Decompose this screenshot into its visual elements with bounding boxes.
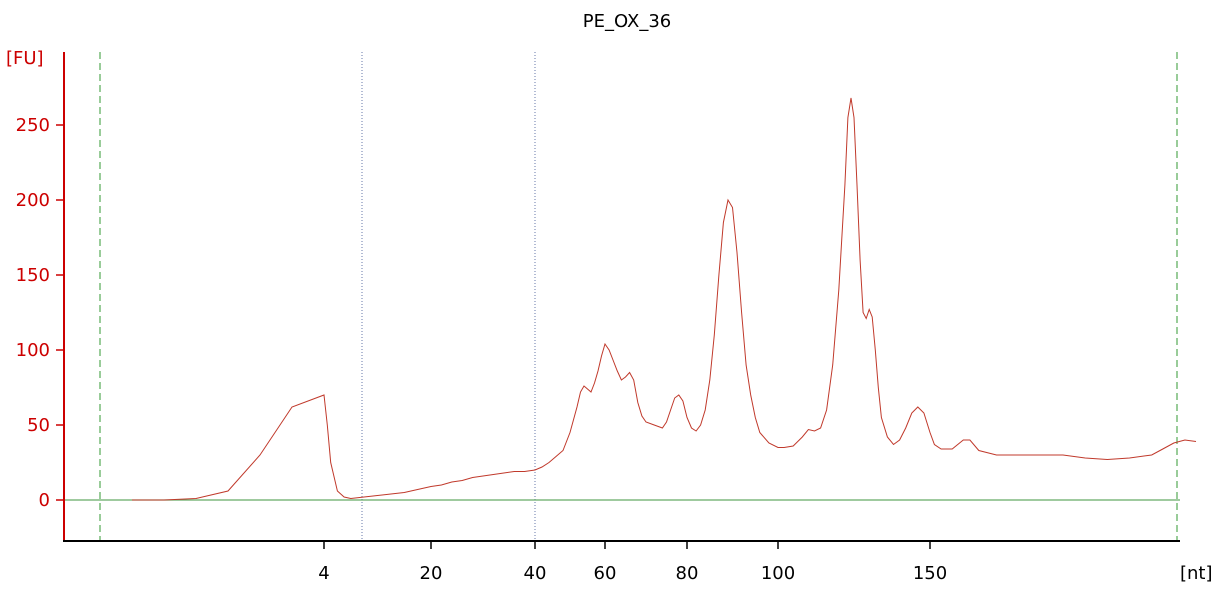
y-tick-label: 50 — [27, 415, 50, 436]
x-tick-label: 60 — [594, 563, 617, 584]
x-tick-label: 40 — [524, 563, 547, 584]
y-tick-label: 250 — [16, 115, 50, 136]
y-tick-label: 100 — [16, 340, 50, 361]
x-tick-label: 20 — [420, 563, 443, 584]
chart-title: PE_OX_36 — [583, 11, 671, 32]
series-line — [132, 97, 1197, 501]
x-axis-label: [nt] — [1180, 563, 1213, 584]
y-tick-label: 150 — [16, 265, 50, 286]
x-tick-label: 80 — [676, 563, 699, 584]
y-axis-ticks: 0 50 100 150 200 250 — [16, 115, 64, 511]
y-tick-label: 0 — [39, 490, 50, 511]
y-tick-label: 200 — [16, 190, 50, 211]
x-axis-ticks: 4 20 40 60 80 100 150 — [318, 541, 947, 584]
x-tick-label: 100 — [761, 563, 795, 584]
x-tick-label: 4 — [318, 563, 329, 584]
x-tick-label: 150 — [913, 563, 947, 584]
y-axis-label: [FU] — [6, 48, 44, 69]
